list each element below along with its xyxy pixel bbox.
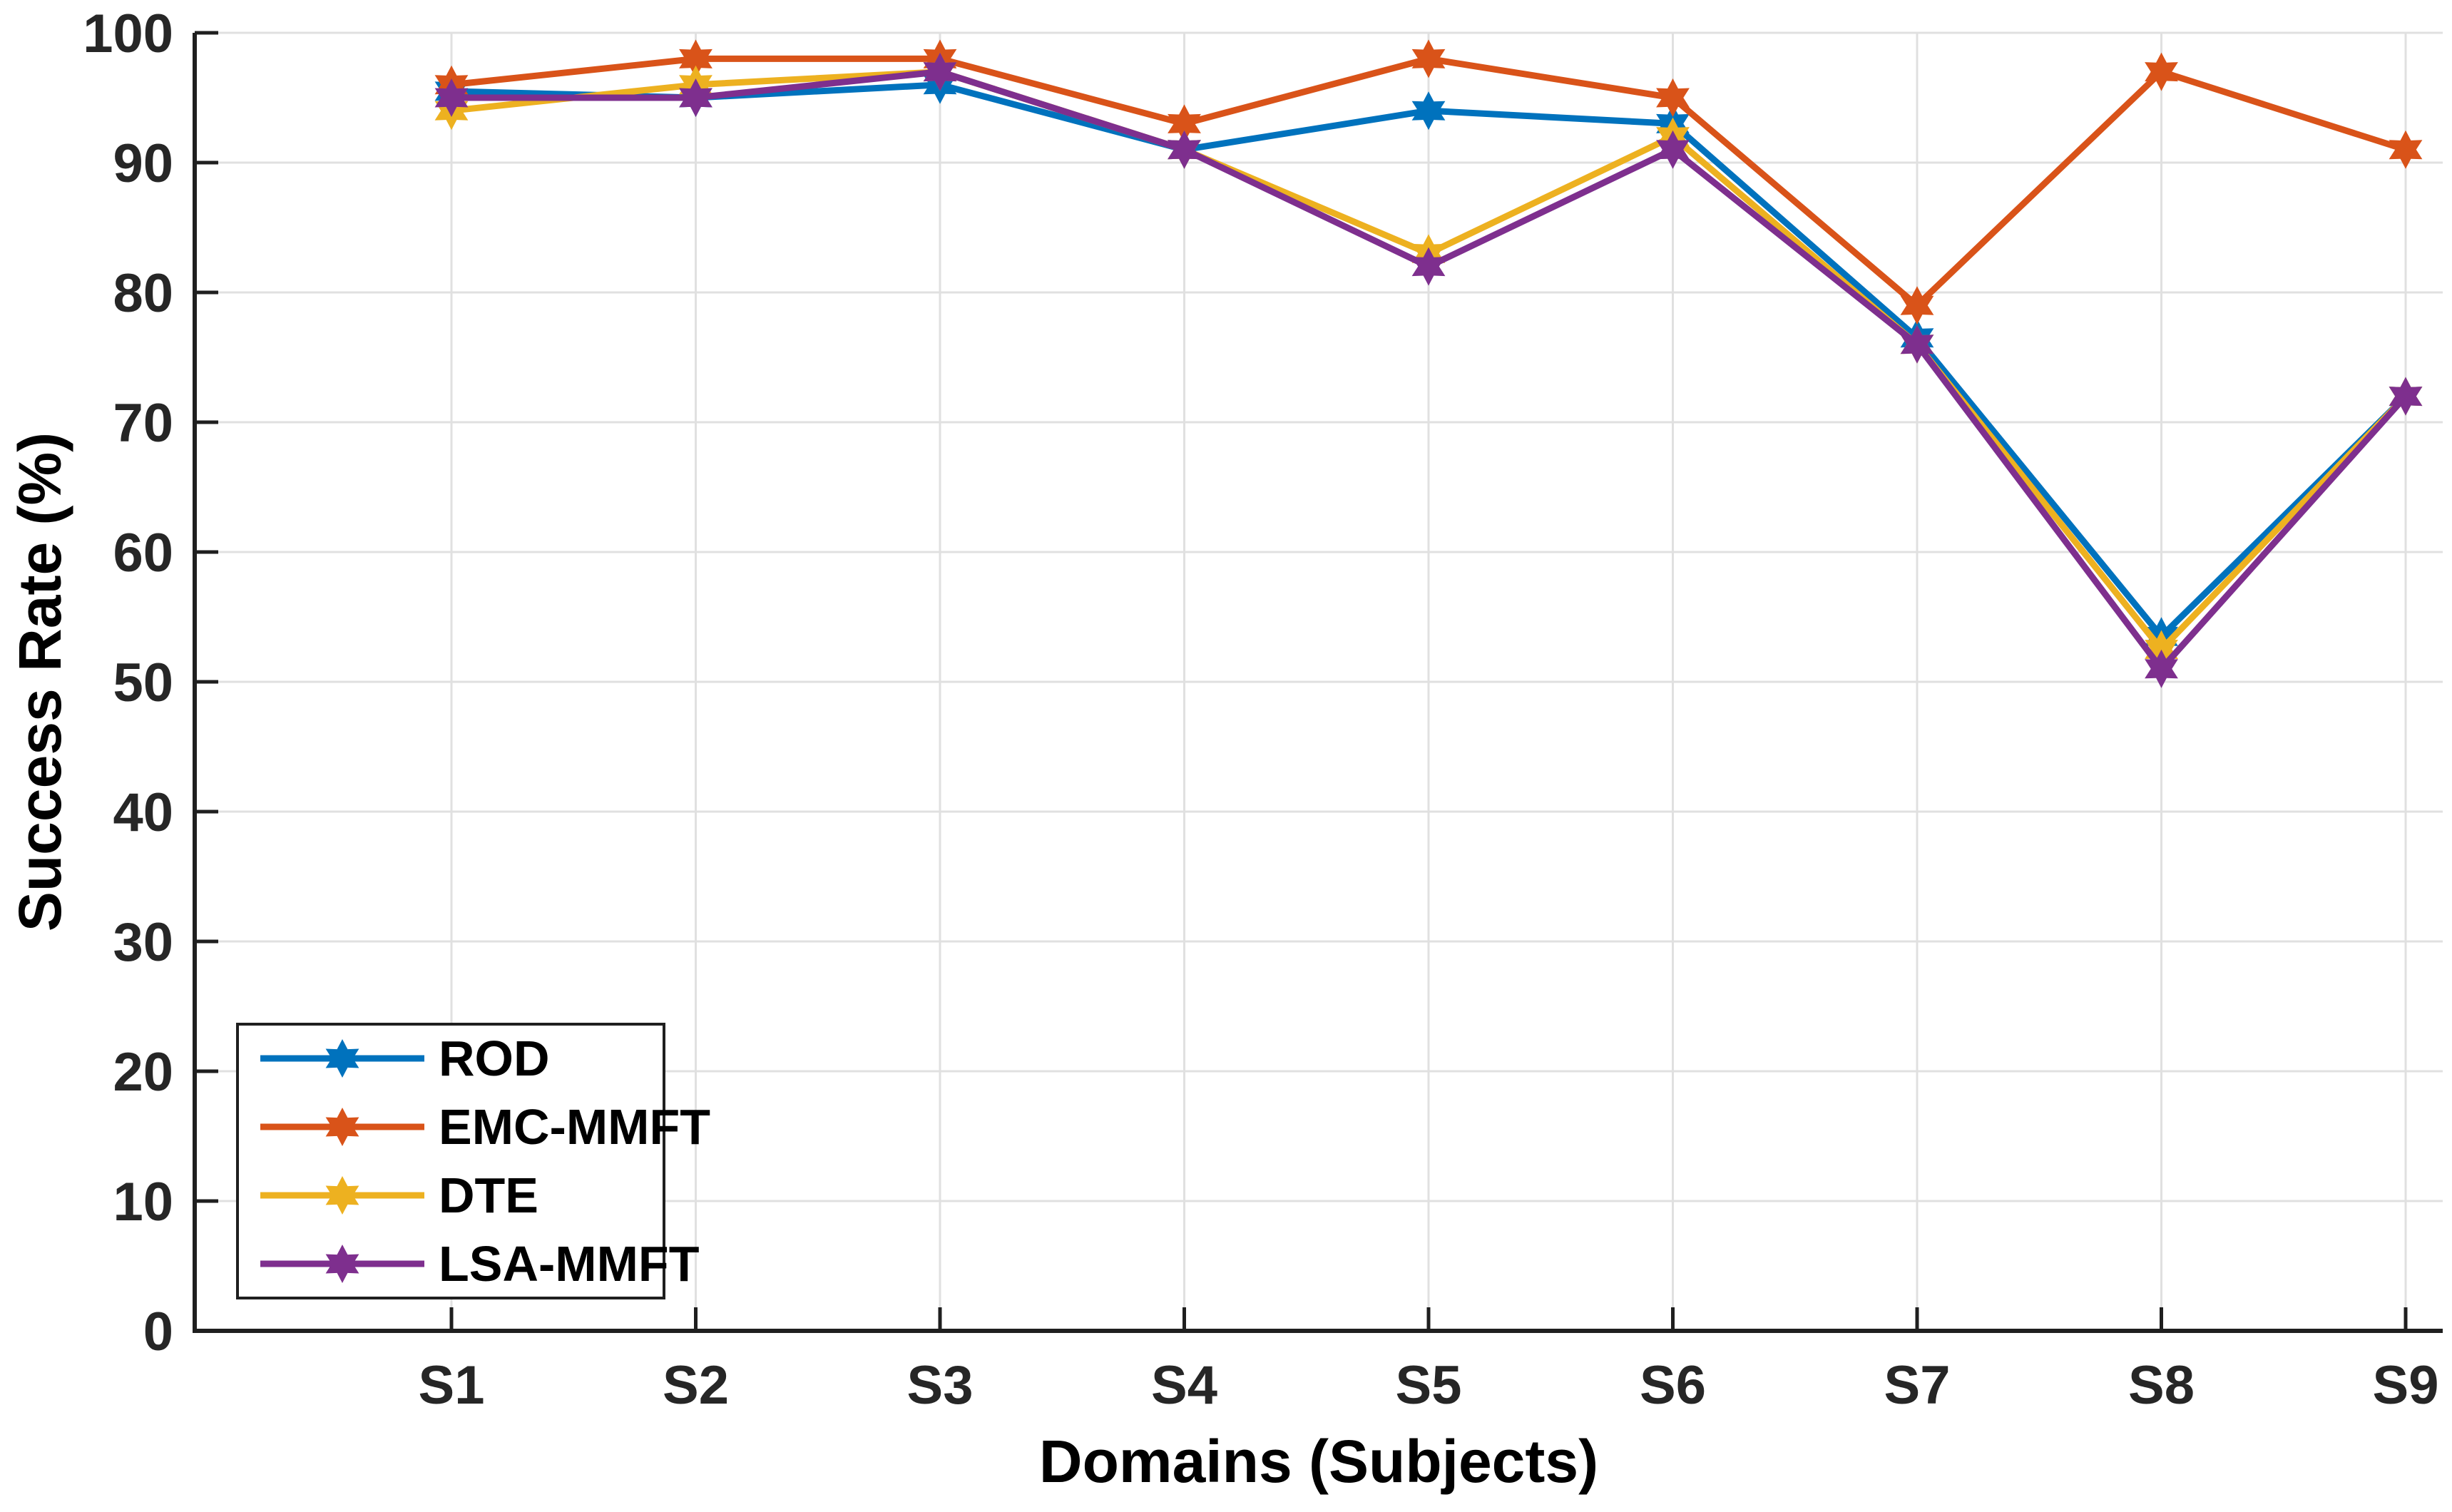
x-tick-label: S5 xyxy=(1396,1355,1462,1416)
series-marker-emc-mmft xyxy=(1900,286,1934,325)
y-tick-label: 50 xyxy=(113,653,173,713)
y-axis-label: Success Rate (%) xyxy=(6,432,73,931)
y-tick-label: 90 xyxy=(113,133,173,194)
y-tick-label: 100 xyxy=(83,4,173,64)
legend-label-rod: ROD xyxy=(439,1031,550,1086)
x-tick-label: S3 xyxy=(907,1355,974,1416)
y-tick-label: 80 xyxy=(113,263,173,324)
x-axis-label: Domains (Subjects) xyxy=(1039,1428,1598,1495)
legend-marker-sample xyxy=(325,1108,359,1146)
x-tick-label: S9 xyxy=(2373,1355,2439,1416)
legend-marker-sample xyxy=(325,1039,359,1078)
series-marker-emc-mmft xyxy=(2389,130,2423,169)
y-tick-label: 70 xyxy=(113,393,173,454)
series-marker-lsa-mmft xyxy=(1411,247,1446,286)
legend-label-lsa-mmft: LSA-MMFT xyxy=(439,1236,699,1292)
y-tick-label: 40 xyxy=(113,782,173,843)
y-tick-label: 0 xyxy=(143,1302,173,1362)
legend-marker-sample xyxy=(325,1176,359,1215)
series-marker-lsa-mmft xyxy=(2389,377,2423,416)
legend: ROD EMC-MMFT DTE LSA-MMFT xyxy=(236,1023,710,1299)
y-tick-label: 30 xyxy=(113,912,173,973)
series-marker-lsa-mmft xyxy=(434,78,469,117)
series-marker-emc-mmft xyxy=(679,39,712,78)
tick-labels-layer: 0 10 20 30 40 50 60 70 80 90 100 S1 S2 S3 S4 S5 S6 S7 S8 S9 xyxy=(83,4,2438,1416)
series-marker-lsa-mmft xyxy=(1900,325,1934,364)
series-marker-lsa-mmft xyxy=(1168,130,1201,169)
x-tick-label: S8 xyxy=(2128,1355,2195,1416)
series-marker-lsa-mmft xyxy=(2145,649,2178,688)
series-marker-rod xyxy=(1411,91,1446,131)
series-marker-emc-mmft xyxy=(2145,52,2178,91)
axes-layer xyxy=(193,31,2443,1333)
y-tick-label: 10 xyxy=(113,1172,173,1232)
x-tick-label: S7 xyxy=(1884,1355,1951,1416)
x-tick-label: S4 xyxy=(1151,1355,1217,1416)
y-tick-label: 60 xyxy=(113,523,173,583)
x-tick-label: S1 xyxy=(419,1355,485,1416)
series-marker-lsa-mmft xyxy=(923,52,957,91)
series-marker-emc-mmft xyxy=(1411,39,1446,78)
series-marker-lsa-mmft xyxy=(1656,130,1690,169)
x-tick-label: S2 xyxy=(663,1355,729,1416)
legend-label-dte: DTE xyxy=(439,1168,538,1223)
series-marker-emc-mmft xyxy=(1168,104,1201,143)
legend-box xyxy=(236,1023,665,1299)
x-tick-label: S6 xyxy=(1640,1355,1706,1416)
series-layer xyxy=(434,39,2423,688)
series-marker-dte xyxy=(2145,630,2178,669)
series-marker-emc-mmft xyxy=(1656,78,1690,117)
y-tick-label: 20 xyxy=(113,1042,173,1103)
legend-marker-sample xyxy=(325,1245,359,1283)
legend-label-emc-mmft: EMC-MMFT xyxy=(439,1099,710,1155)
series-marker-lsa-mmft xyxy=(679,78,712,117)
